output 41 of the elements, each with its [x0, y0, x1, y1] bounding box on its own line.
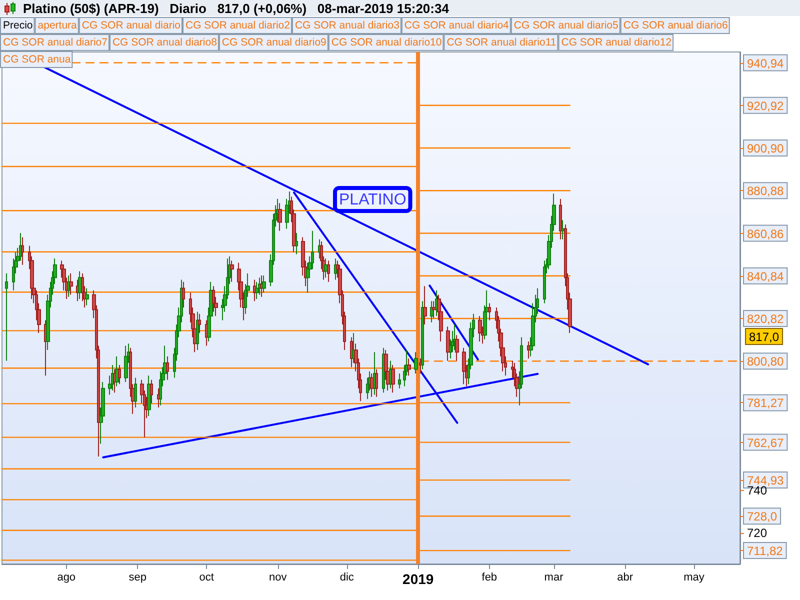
- x-tick-label: ago: [57, 572, 76, 584]
- chart-title: Platino (50$) (APR-19) Diario 817,0 (+0,06%) 08-mar-2019 15:20:34: [23, 1, 450, 16]
- text: CG SOR anual diario10: [331, 36, 442, 48]
- text: CG SOR anual diario12: [561, 36, 672, 48]
- y-tick-label: 840,84: [747, 269, 784, 284]
- text: Precio: [3, 20, 33, 32]
- y-tick-label: 860,86: [747, 226, 784, 241]
- y-tick-label: 920,92: [747, 98, 784, 113]
- y-tick-label: 781,27: [747, 396, 784, 410]
- x-tick-label: feb: [482, 572, 498, 584]
- x-tick-label: dic: [340, 572, 354, 584]
- y-tick-label: 728,0: [747, 510, 778, 524]
- x-tick-label: nov: [269, 572, 288, 584]
- y-tick-label: 800,80: [747, 354, 784, 369]
- x-tick-label: may: [684, 572, 705, 584]
- y-tick-label: 720: [747, 526, 768, 540]
- text: CG SOR anual diario7: [3, 36, 108, 48]
- y-tick-label: 900,90: [747, 142, 784, 156]
- text: CG SOR anual diario9: [222, 36, 327, 48]
- text: CG SOR anual diario2: [186, 20, 290, 32]
- text: CG SOR anual diario8: [112, 36, 218, 48]
- x-tick-label: mar: [544, 572, 564, 584]
- x-tick-label: sep: [128, 572, 147, 584]
- text: CG SOR anual diario: [82, 20, 181, 32]
- text: CG SOR anual diario3: [294, 20, 400, 32]
- text: CG SOR anual diario6: [623, 20, 728, 32]
- y-tick-label: 762,67: [747, 436, 784, 450]
- annotation: PLATINO: [339, 192, 406, 208]
- annotation: CG SOR anua: [3, 54, 71, 66]
- x-tick-label: oct: [199, 572, 214, 584]
- y-tick-label: 940,94: [747, 56, 784, 70]
- text: CG SOR anual diario11: [446, 36, 556, 48]
- text: CG SOR anual diario5: [514, 20, 619, 32]
- text: apertura: [38, 20, 78, 32]
- x-tick-label: abr: [617, 572, 634, 584]
- y-tick-label: 880,88: [747, 184, 784, 198]
- y-tick-label: 820,82: [747, 312, 784, 326]
- x-tick-label: 2019: [402, 571, 434, 587]
- text: CG SOR anual diario4: [404, 20, 510, 32]
- y-tick-label: 711,82: [747, 544, 784, 558]
- text: 817,0: [749, 330, 780, 344]
